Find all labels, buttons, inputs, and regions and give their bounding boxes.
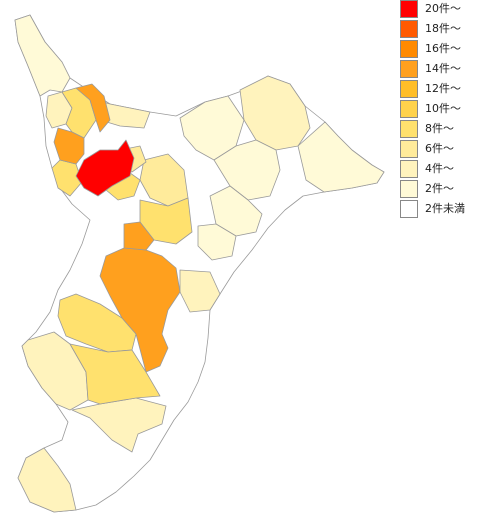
legend-label: 10件～ [425, 102, 461, 115]
municipality-northeast-large [239, 75, 311, 151]
municipality-north-14 [75, 83, 111, 133]
legend-row: 14件～ [400, 60, 500, 80]
municipality-south-tip [17, 447, 77, 513]
legend-label: 6件～ [425, 142, 454, 155]
legend-label: 2件未満 [425, 202, 465, 215]
municipality-east-coast-north [297, 121, 385, 193]
municipality-central-16 [99, 247, 181, 373]
legend-row: 6件～ [400, 140, 500, 160]
legend-swatch [400, 200, 418, 218]
legend-label: 16件～ [425, 42, 461, 55]
legend-label: 12件～ [425, 82, 461, 95]
legend-swatch [400, 100, 418, 118]
legend-swatch [400, 40, 418, 58]
legend-row: 16件～ [400, 40, 500, 60]
legend-swatch [400, 20, 418, 38]
legend-row: 10件～ [400, 100, 500, 120]
municipality-west-16 [53, 127, 85, 165]
municipality-chiba-20 [75, 139, 135, 197]
legend-swatch [400, 180, 418, 198]
legend-row: 8件～ [400, 120, 500, 140]
legend-label: 8件～ [425, 122, 454, 135]
legend-swatch [400, 140, 418, 158]
legend-label: 18件～ [425, 22, 461, 35]
legend-row: 20件～ [400, 0, 500, 20]
map-legend: 20件～ 18件～ 16件～ 14件～ 12件～ 10件～ 8件～ 6件～ 4件… [400, 0, 500, 220]
municipality-south-west-10 [69, 343, 161, 405]
municipality-northwest-tip [14, 14, 71, 97]
legend-swatch [400, 80, 418, 98]
legend-label: 14件～ [425, 62, 461, 75]
legend-row: 12件～ [400, 80, 500, 100]
legend-swatch [400, 0, 418, 18]
legend-label: 20件～ [425, 2, 461, 15]
legend-label: 2件～ [425, 182, 454, 195]
legend-swatch [400, 120, 418, 138]
legend-label: 4件～ [425, 162, 454, 175]
legend-swatch [400, 60, 418, 78]
legend-swatch [400, 160, 418, 178]
legend-row: 18件～ [400, 20, 500, 40]
municipality-southwest-coast [21, 331, 89, 411]
legend-row: 2件～ [400, 180, 500, 200]
municipality-east-inner [197, 223, 237, 261]
legend-row: 2件未満 [400, 200, 500, 220]
legend-row: 4件～ [400, 160, 500, 180]
municipality-ichihara-14 [123, 221, 155, 251]
